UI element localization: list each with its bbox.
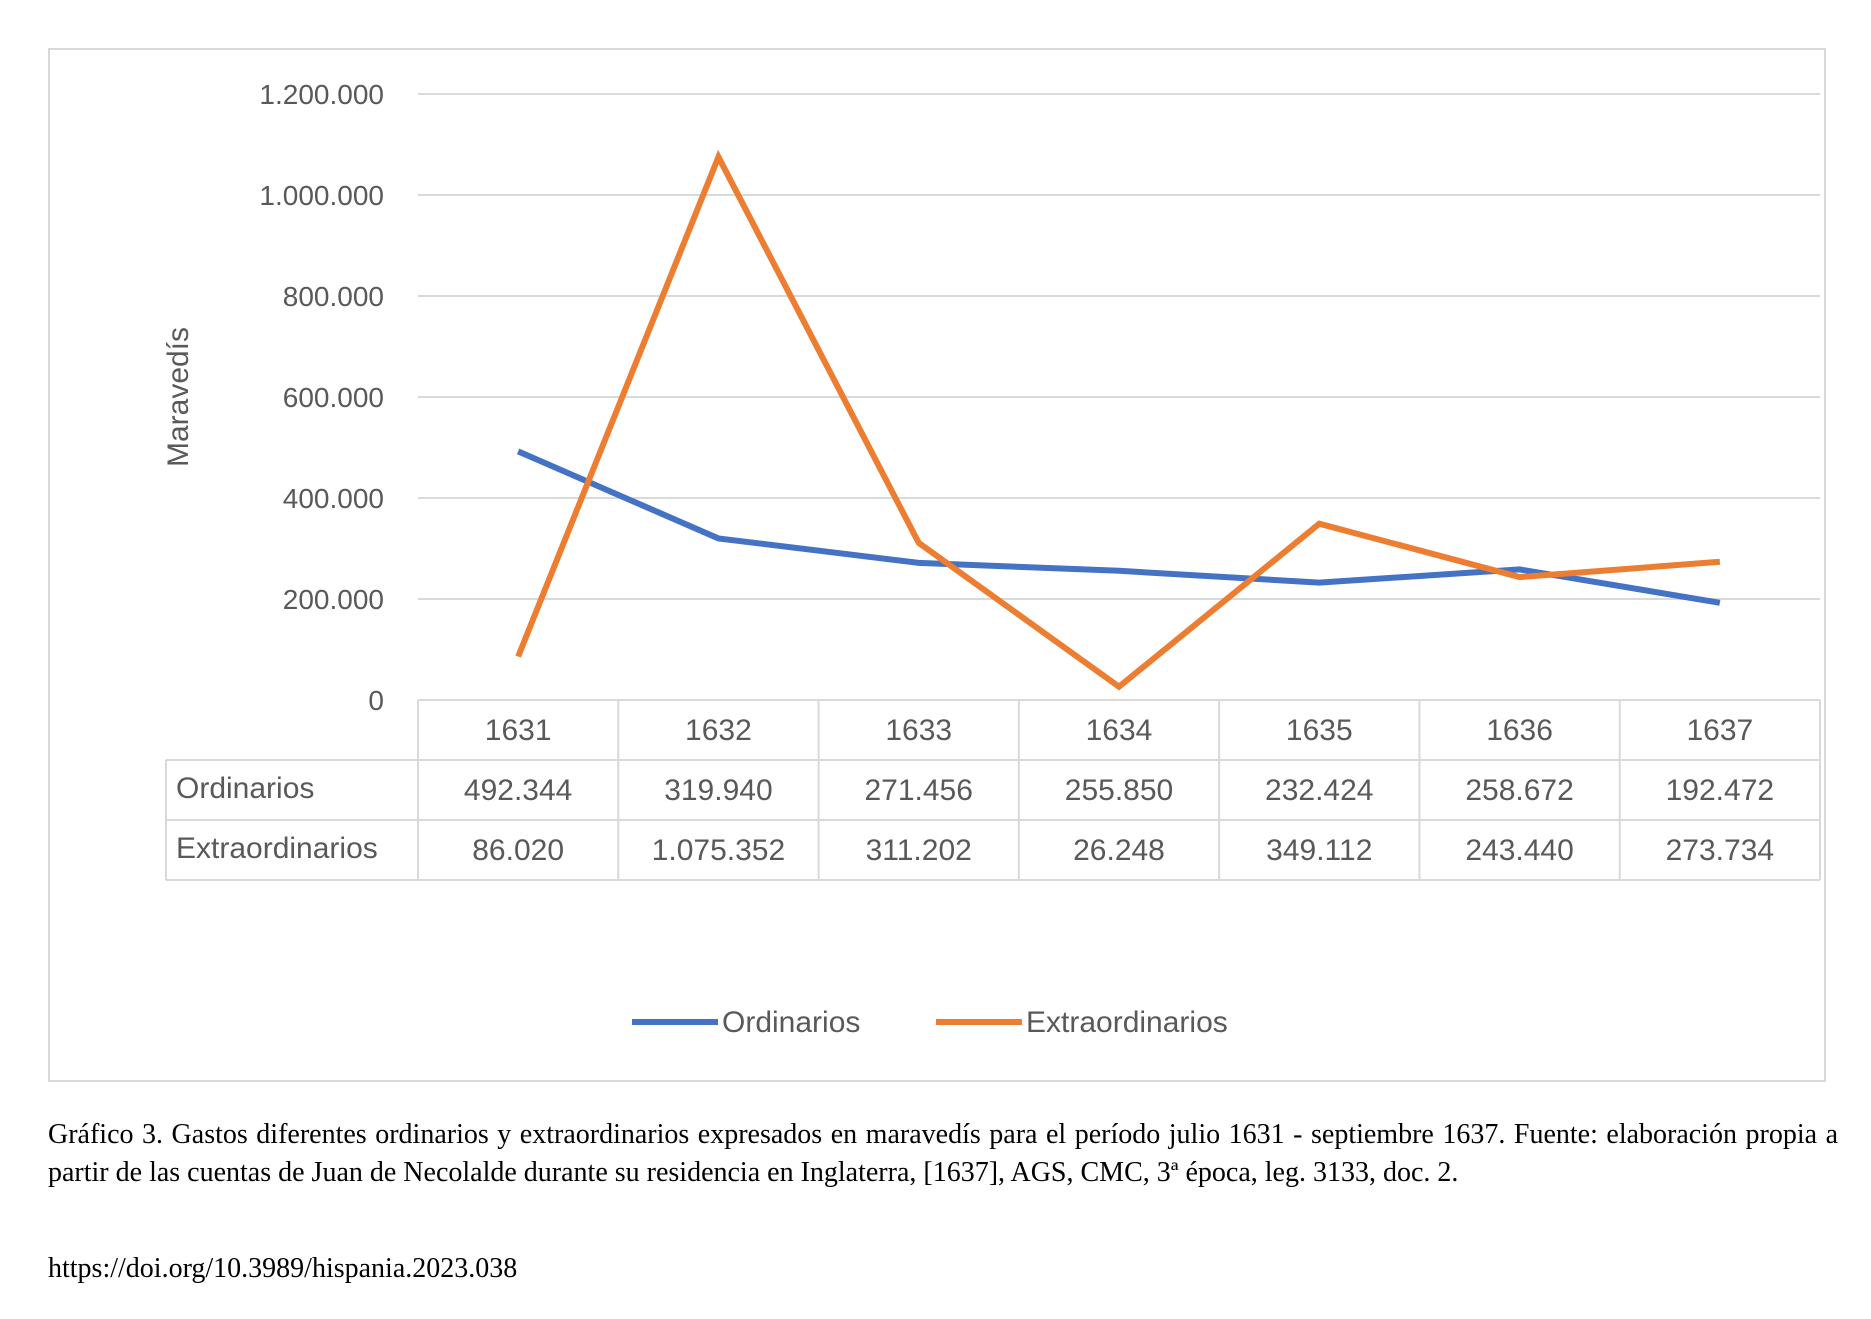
x-tick-label: 1631 [485, 714, 552, 747]
data-label: 192.472 [1666, 774, 1774, 807]
x-tick-label: 1635 [1286, 714, 1353, 747]
data-label: 271.456 [864, 774, 972, 807]
data-label: 86.020 [472, 834, 564, 867]
data-label: 311.202 [866, 834, 972, 867]
series-line-extraordinarios [515, 149, 1721, 691]
series-line-ordinarios [516, 448, 1721, 606]
line-chart: 0 200.000 400.000 600.000 800.000 1.000.000 1.… [162, 79, 1821, 1039]
y-tick-label: 1.000.000 [259, 180, 384, 211]
x-tick-label: 1637 [1686, 714, 1753, 747]
chart-frame: 0 200.000 400.000 600.000 800.000 1.000.000 1.… [48, 48, 1826, 1082]
data-label: 492.344 [464, 774, 572, 807]
x-tick-label: 1633 [885, 714, 952, 747]
x-tick-label: 1634 [1086, 714, 1153, 747]
y-tick-label: 200.000 [283, 584, 384, 615]
data-label: 1.075.352 [652, 834, 785, 867]
figure-caption: Gráfico 3. Gastos diferentes ordinarios … [48, 1119, 1838, 1188]
legend-label: Extraordinarios [1026, 1006, 1228, 1039]
y-tick-label: 1.200.000 [259, 79, 384, 110]
data-label: 243.440 [1465, 834, 1573, 867]
table-series-name: Ordinarios [176, 772, 314, 805]
y-axis-label: Maravedís [162, 327, 195, 467]
data-label: 273.734 [1666, 834, 1774, 867]
x-tick-label: 1636 [1486, 714, 1553, 747]
data-label: 26.248 [1073, 834, 1165, 867]
data-label: 258.672 [1465, 774, 1573, 807]
doi-link[interactable]: https://doi.org/10.3989/hispania.2023.03… [48, 1253, 518, 1284]
data-label: 319.940 [664, 774, 772, 807]
y-tick-label: 800.000 [283, 281, 384, 312]
y-tick-label: 600.000 [283, 382, 384, 413]
legend-label: Ordinarios [722, 1006, 860, 1039]
x-tick-label: 1632 [685, 714, 752, 747]
y-tick-label: 0 [368, 685, 384, 716]
data-label: 232.424 [1265, 774, 1373, 807]
data-label: 349.112 [1266, 834, 1372, 867]
y-tick-label: 400.000 [283, 483, 384, 514]
table-series-name: Extraordinarios [176, 832, 378, 865]
data-label: 255.850 [1065, 774, 1173, 807]
